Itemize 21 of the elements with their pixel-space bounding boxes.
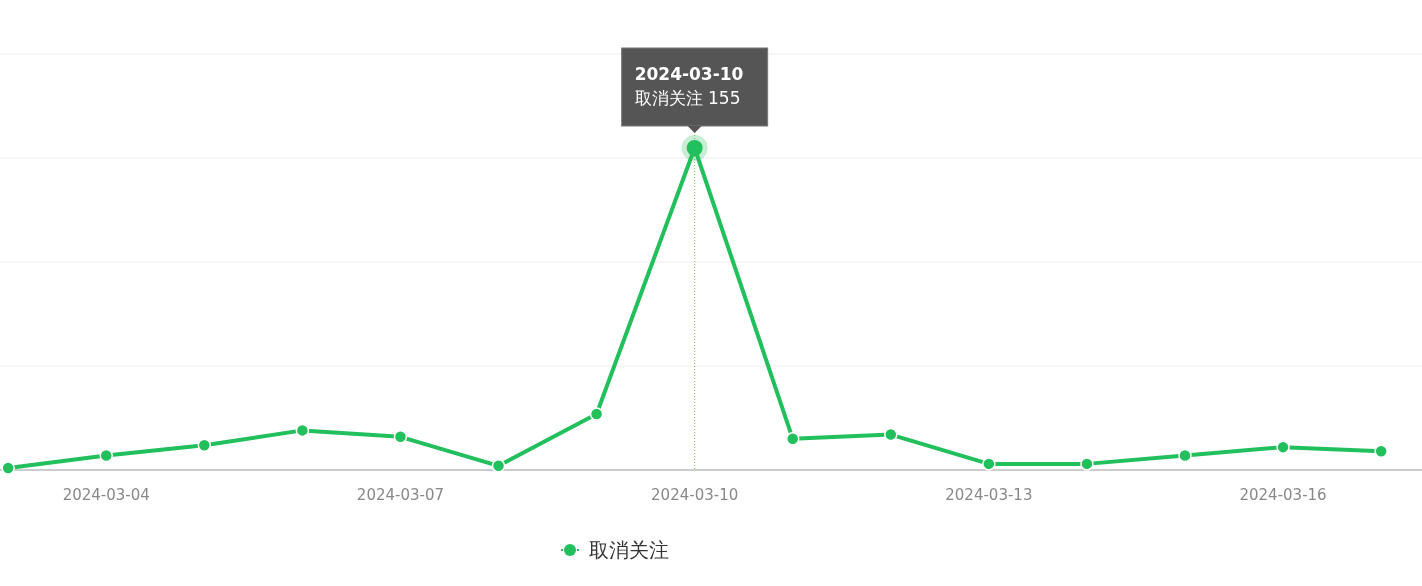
point bbox=[99, 448, 113, 463]
legend-label: 取消关注 bbox=[589, 538, 669, 562]
point bbox=[295, 423, 310, 438]
x-tick-label: 2024-03-07 bbox=[356, 486, 445, 504]
x-tick-label: 2024-03-16 bbox=[1239, 486, 1327, 504]
point bbox=[1276, 440, 1290, 454]
point bbox=[1178, 448, 1192, 463]
point bbox=[1, 461, 15, 475]
point bbox=[491, 459, 506, 473]
x-tick-label: 2024-03-10 bbox=[651, 486, 739, 504]
point bbox=[884, 427, 898, 442]
point bbox=[785, 432, 800, 446]
point bbox=[982, 457, 996, 471]
point bbox=[589, 407, 604, 421]
x-tick-label: 2024-03-04 bbox=[62, 486, 150, 504]
point bbox=[1080, 457, 1094, 471]
point bbox=[393, 430, 408, 444]
annotation: 2024-03-10 取消关注 155 bbox=[634, 64, 744, 108]
x-tick-label: 2024-03-13 bbox=[945, 486, 1033, 504]
point bbox=[197, 438, 212, 452]
point bbox=[1374, 444, 1388, 459]
